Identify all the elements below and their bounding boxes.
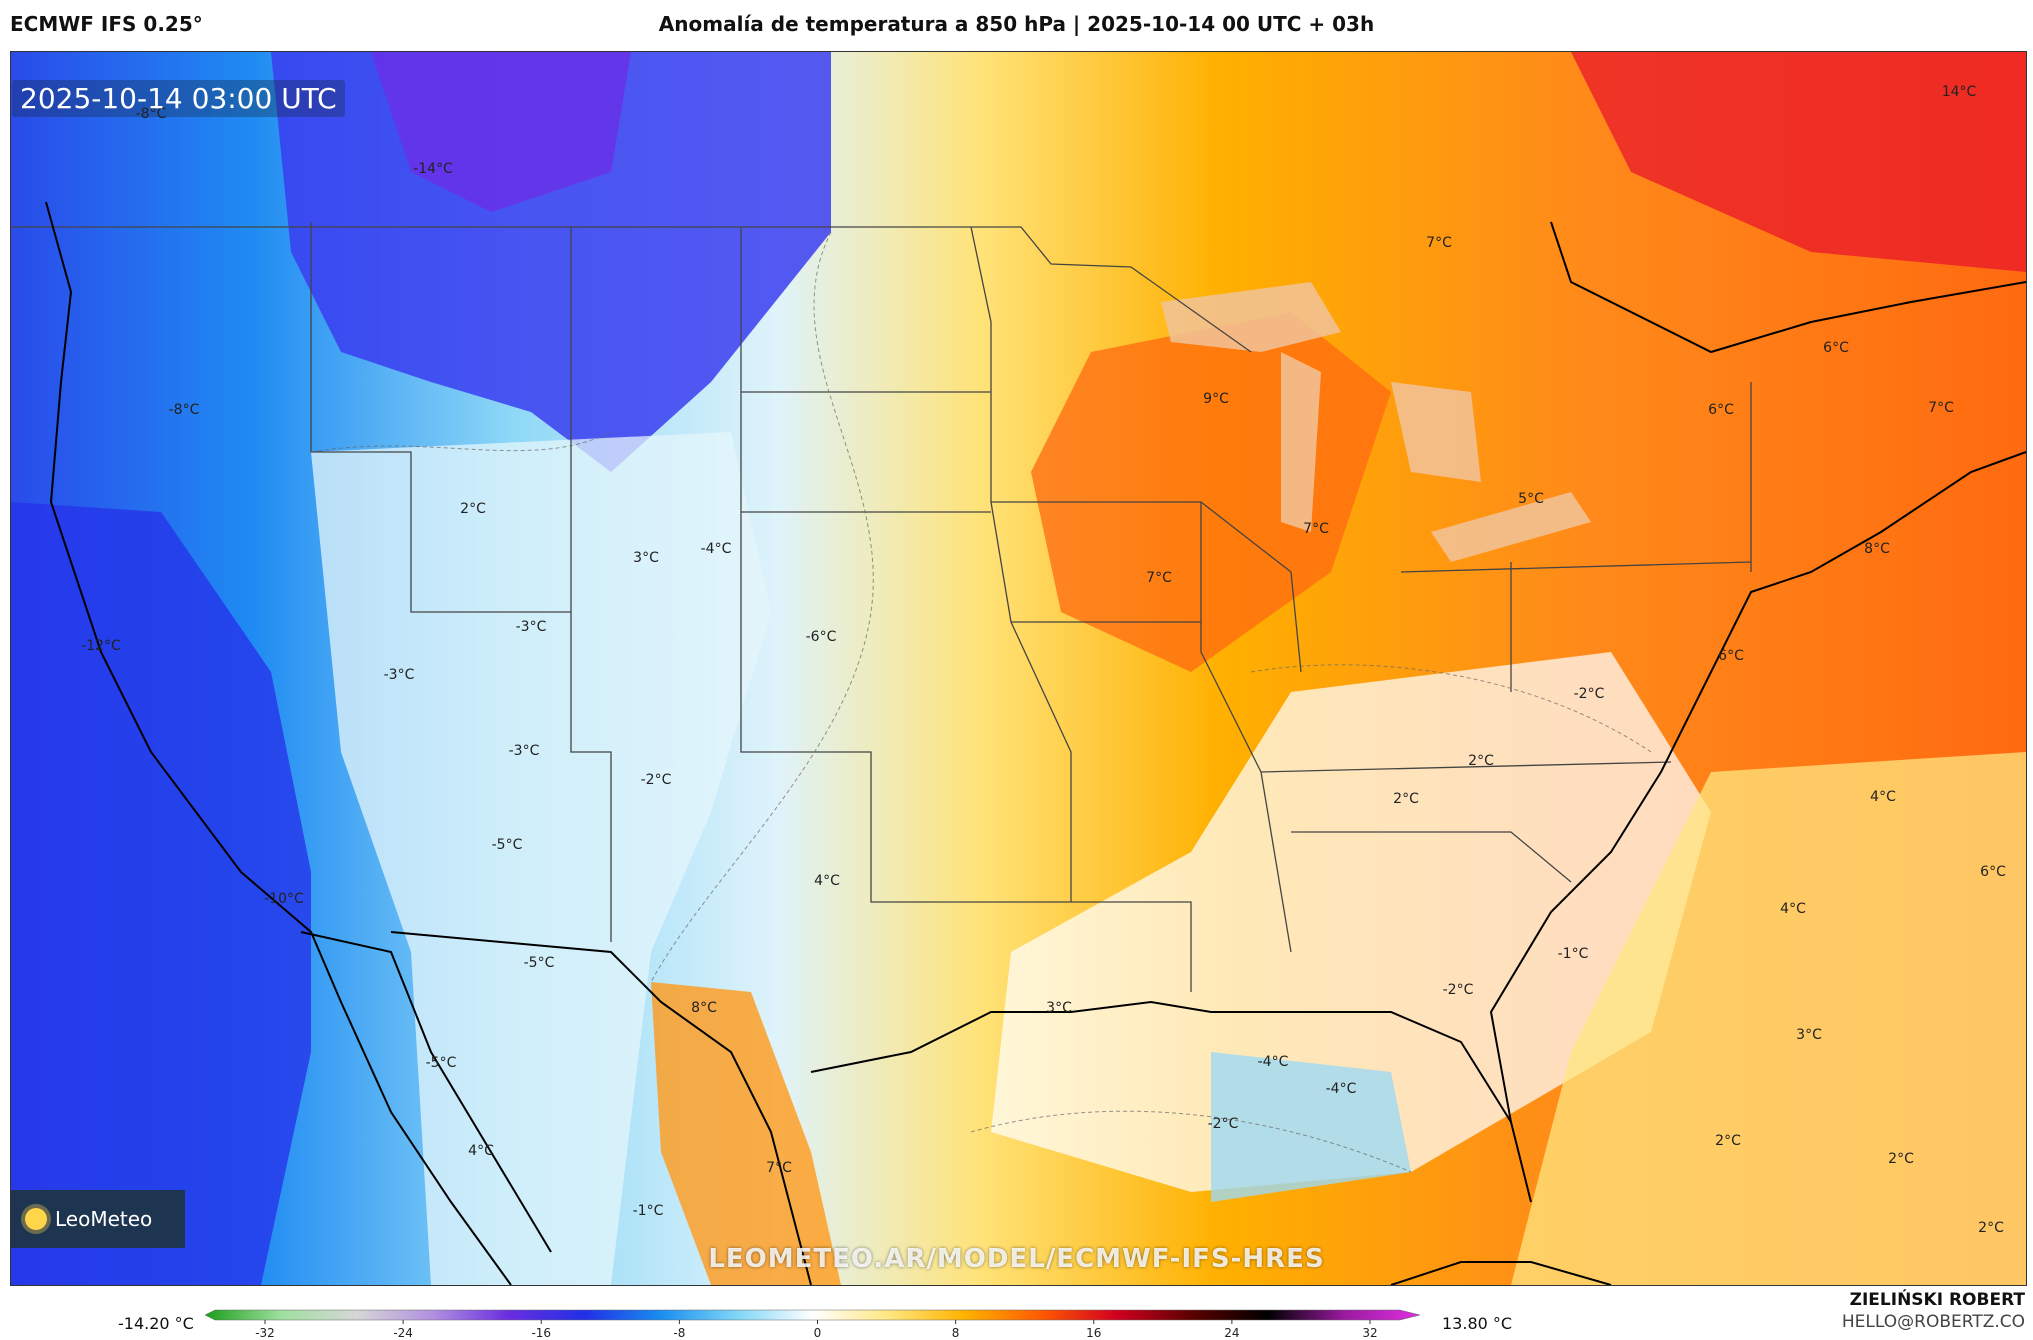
temperature-label: -8°C (169, 402, 200, 418)
sun-icon (25, 1208, 47, 1230)
temperature-label: -3°C (509, 743, 540, 759)
temperature-label: 2°C (1715, 1133, 1741, 1149)
author-credit: ZIELIŃSKI ROBERT HELLO@ROBERTZ.CO (1842, 1290, 2025, 1332)
temperature-label: 3°C (633, 550, 659, 566)
colorbar-max-label: 13.80 °C (1442, 1314, 1513, 1333)
temperature-label: -3°C (384, 667, 415, 683)
map-title: Anomalía de temperatura a 850 hPa | 2025… (658, 12, 1375, 36)
colorbar-bar (205, 1309, 1421, 1321)
temperature-label: -3°C (516, 619, 547, 635)
temperature-label: 5°C (1518, 491, 1544, 507)
temperature-label: 4°C (1870, 789, 1896, 805)
temperature-label: 6°C (1980, 864, 2006, 880)
temperature-label: 4°C (468, 1143, 494, 1159)
map-canvas: -8°C -14°C 14°C 7°C -8°C 9°C 6°C 6°C 7°C 2°C 3°C -4… (11, 52, 2026, 1285)
temperature-label: 7°C (766, 1160, 792, 1176)
temperature-label: 6°C (1823, 340, 1849, 356)
leometeo-logo: LeoMeteo (11, 1190, 185, 1248)
temperature-label: -1°C (633, 1203, 664, 1219)
logo-text: LeoMeteo (55, 1207, 153, 1231)
temperature-label: -5°C (524, 955, 555, 971)
temperature-label: -1°C (1558, 946, 1589, 962)
temperature-label: 7°C (1426, 235, 1452, 251)
colorbar-tick-label: 24 (1224, 1326, 1239, 1340)
colorbar-ticks: -32 -24 -16 -8 0 8 16 24 32 (255, 1320, 1378, 1340)
temperature-label: 8°C (1864, 541, 1890, 557)
temperature-label: 8°C (691, 1000, 717, 1016)
temperature-label: -10°C (264, 891, 304, 907)
temperature-label: -8°C (136, 106, 167, 122)
temperature-label: -5°C (492, 837, 523, 853)
colorbar-tick-label: -8 (673, 1326, 685, 1340)
temperature-label: 3°C (1046, 1000, 1072, 1016)
temperature-label: 2°C (1393, 791, 1419, 807)
temperature-label: -12°C (81, 638, 121, 654)
model-title: ECMWF IFS 0.25° (10, 12, 203, 36)
colorbar-tick-label: 32 (1362, 1326, 1377, 1340)
temperature-label: 14°C (1942, 84, 1977, 100)
temperature-label: 2°C (1978, 1220, 2004, 1236)
colorbar-min-label: -14.20 °C (118, 1314, 194, 1333)
temperature-label: 6°C (1708, 402, 1734, 418)
temperature-label: -2°C (641, 772, 672, 788)
temperature-label: -2°C (1208, 1116, 1239, 1132)
temperature-label: -4°C (701, 541, 732, 557)
colorbar-tick-label: 16 (1086, 1326, 1101, 1340)
temperature-label: 6°C (1718, 648, 1744, 664)
colorbar-tick-label: 0 (814, 1326, 822, 1340)
colorbar-tick-label: 8 (952, 1326, 960, 1340)
colorbar-tick-label: -32 (255, 1326, 275, 1340)
temperature-label: -2°C (1574, 686, 1605, 702)
author-email: HELLO@ROBERTZ.CO (1841, 1312, 2025, 1332)
watermark-url: LEOMETEO.AR/MODEL/ECMWF-IFS-HRES (708, 1244, 1325, 1274)
temperature-label: 2°C (1888, 1151, 1914, 1167)
temperature-label: -2°C (1443, 982, 1474, 998)
temperature-labels: -8°C -14°C 14°C 7°C -8°C 9°C 6°C 6°C 7°C 2°C 3°C -4… (81, 84, 2006, 1236)
temperature-label: 7°C (1928, 400, 1954, 416)
temperature-label: 2°C (1468, 753, 1494, 769)
temperature-label: 7°C (1303, 521, 1329, 537)
temperature-label: 4°C (814, 873, 840, 889)
temperature-label: 3°C (1796, 1027, 1822, 1043)
colorbar-tick-label: -24 (393, 1326, 413, 1340)
temperature-label: -5°C (426, 1055, 457, 1071)
temperature-anomaly-map: -8°C -14°C 14°C 7°C -8°C 9°C 6°C 6°C 7°C 2°C 3°C -4… (10, 51, 2027, 1286)
temperature-label: 7°C (1146, 570, 1172, 586)
temperature-label: -4°C (1258, 1054, 1289, 1070)
temperature-label: 2°C (460, 501, 486, 517)
colorbar-tick-label: -16 (531, 1326, 551, 1340)
author-name: ZIELIŃSKI ROBERT (1849, 1290, 2025, 1310)
temperature-label: -6°C (806, 629, 837, 645)
temperature-label: -14°C (413, 161, 453, 177)
valid-time-badge: 2025-10-14 03:00 UTC (12, 80, 345, 117)
temperature-label: 9°C (1203, 391, 1229, 407)
temperature-label: -4°C (1326, 1081, 1357, 1097)
colorbar: -32 -24 -16 -8 0 8 16 24 32 (205, 1309, 1421, 1340)
temperature-label: 4°C (1780, 901, 1806, 917)
